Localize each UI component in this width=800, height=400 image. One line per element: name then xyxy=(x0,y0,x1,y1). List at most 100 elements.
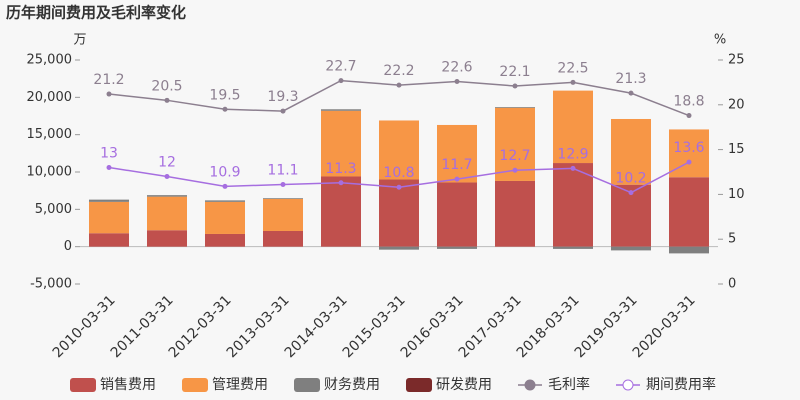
data-label: 10.8 xyxy=(383,165,414,181)
y2-tick-label: 0 xyxy=(728,277,736,292)
bar xyxy=(379,120,419,180)
bar xyxy=(553,163,593,247)
line-point xyxy=(628,190,634,196)
line-point xyxy=(106,91,112,97)
bar xyxy=(669,246,709,254)
bar xyxy=(89,201,129,234)
bar xyxy=(437,124,477,183)
data-label: 10.9 xyxy=(209,164,240,180)
bar xyxy=(205,201,245,234)
y2-tick-label: 25 xyxy=(728,53,745,68)
bar xyxy=(379,246,419,250)
bar xyxy=(611,118,651,185)
bar xyxy=(321,110,361,177)
line-point xyxy=(396,184,402,190)
bar xyxy=(379,179,419,247)
bar xyxy=(89,199,129,202)
y-tick-label: 20,000 xyxy=(27,90,73,105)
legend-label: 研发费用 xyxy=(436,377,492,393)
data-label: 22.1 xyxy=(499,64,530,80)
bar xyxy=(147,196,187,231)
bar xyxy=(437,182,477,247)
legend-swatch xyxy=(70,378,96,392)
line-point xyxy=(628,90,634,96)
legend-label: 销售费用 xyxy=(100,377,156,393)
line-point xyxy=(454,79,460,85)
y-tick-label: 15,000 xyxy=(27,127,73,142)
legend-label: 毛利率 xyxy=(548,376,590,393)
data-label: 22.6 xyxy=(441,60,472,76)
data-label: 12.7 xyxy=(499,148,530,164)
y-tick-label: 5,000 xyxy=(35,202,72,217)
line-point xyxy=(338,78,344,84)
bar xyxy=(437,246,477,249)
data-label: 22.2 xyxy=(383,63,414,79)
line-point xyxy=(280,182,286,188)
bar xyxy=(263,230,303,247)
data-label: 21.3 xyxy=(615,71,646,87)
legend-swatch xyxy=(294,378,320,392)
line-point xyxy=(686,113,692,119)
y-tick-label: 10,000 xyxy=(27,165,73,180)
y-axis-unit: 万 xyxy=(73,33,86,48)
line-point xyxy=(164,173,170,179)
legend-swatch xyxy=(182,378,208,392)
y2-axis-unit: % xyxy=(714,33,726,48)
line-point xyxy=(512,167,518,173)
bar xyxy=(321,109,361,111)
line-point xyxy=(338,180,344,186)
line-point xyxy=(106,165,112,171)
legend-marker xyxy=(622,379,634,391)
line-point xyxy=(222,106,228,112)
data-label: 11.7 xyxy=(441,157,472,173)
data-label: 20.5 xyxy=(151,78,182,94)
legend-label: 管理费用 xyxy=(212,377,268,393)
data-label: 13 xyxy=(100,146,118,162)
data-label: 10.2 xyxy=(615,171,646,187)
y-tick-label: -5,000 xyxy=(30,277,72,292)
legend-marker xyxy=(524,379,536,391)
line-point xyxy=(454,176,460,182)
data-label: 11.1 xyxy=(267,163,298,179)
bar xyxy=(495,107,535,108)
data-label: 21.2 xyxy=(93,72,124,88)
line-point xyxy=(280,108,286,114)
data-label: 22.5 xyxy=(557,60,588,76)
y-tick-label: 0 xyxy=(64,239,72,254)
data-label: 19.3 xyxy=(267,89,298,105)
bar xyxy=(553,90,593,164)
data-label: 22.7 xyxy=(325,59,356,75)
y2-tick-label: 15 xyxy=(728,142,745,157)
y2-tick-label: 20 xyxy=(728,97,745,112)
bar xyxy=(147,195,187,197)
bar xyxy=(205,233,245,247)
bar xyxy=(205,200,245,202)
line-point xyxy=(570,79,576,85)
legend-swatch xyxy=(406,378,432,392)
line-point xyxy=(396,82,402,88)
legend-label: 财务费用 xyxy=(324,377,380,393)
bar xyxy=(611,246,651,251)
legend-label: 期间费用率 xyxy=(646,376,716,393)
y2-tick-label: 10 xyxy=(728,187,745,202)
line-point xyxy=(686,159,692,165)
line-point xyxy=(512,83,518,89)
bar xyxy=(89,233,129,247)
chart-title: 历年期间费用及毛利率变化 xyxy=(6,4,186,22)
data-label: 19.5 xyxy=(209,87,240,103)
bar xyxy=(553,246,593,249)
data-label: 11.3 xyxy=(325,161,356,177)
y2-tick-label: 5 xyxy=(728,232,736,247)
line-point xyxy=(570,165,576,171)
data-label: 13.6 xyxy=(673,140,704,156)
data-label: 18.8 xyxy=(673,94,704,110)
line-point xyxy=(222,183,228,189)
bar xyxy=(263,198,303,231)
bar xyxy=(321,176,361,247)
line-point xyxy=(164,97,170,103)
y-tick-label: 25,000 xyxy=(27,53,73,68)
bar xyxy=(669,177,709,247)
data-label: 12 xyxy=(158,154,176,170)
bar xyxy=(147,230,187,247)
